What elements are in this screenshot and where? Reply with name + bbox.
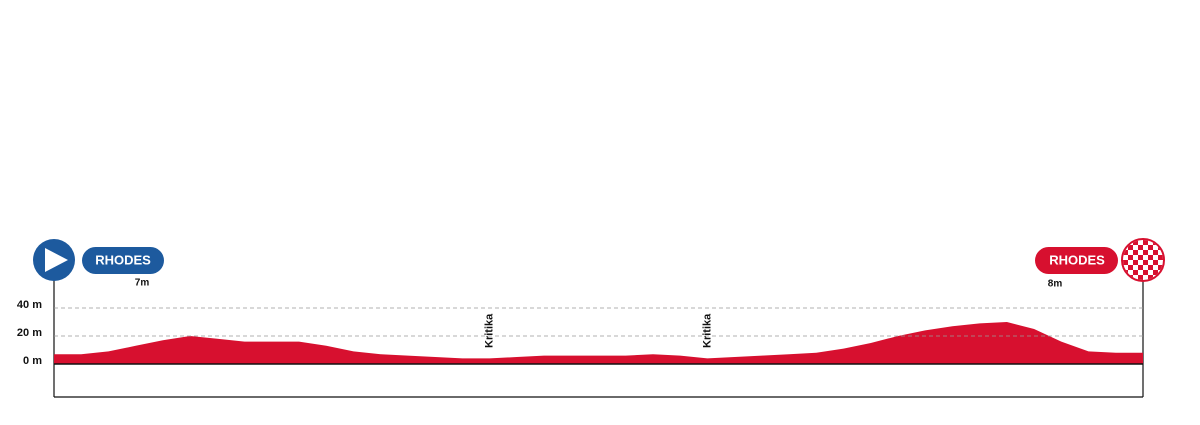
checker-square (1158, 275, 1163, 280)
checker-square (1143, 260, 1148, 265)
finish-pill (1035, 247, 1118, 274)
checker-square (1138, 265, 1143, 270)
checker-square (1143, 270, 1148, 275)
checker-square (1148, 265, 1153, 270)
checker-square (1143, 240, 1148, 245)
y-tick-label: 0 m (23, 355, 42, 367)
finish-elevation: 8m (1048, 279, 1063, 290)
y-tick-label: 20 m (17, 327, 42, 339)
checker-square (1158, 265, 1163, 270)
checker-square (1123, 250, 1128, 255)
checker-square (1128, 255, 1133, 260)
checker-square (1128, 265, 1133, 270)
checker-square (1128, 245, 1133, 250)
elevation-area (54, 322, 1143, 364)
start-label: RHODES (95, 252, 151, 267)
y-tick-label: 40 m (17, 299, 42, 311)
checker-square (1133, 250, 1138, 255)
start-arrow (45, 248, 68, 272)
frame (53, 280, 1144, 398)
checker-square (1133, 260, 1138, 265)
waypoint-label: Kritika (701, 313, 713, 348)
checker-square (1133, 240, 1138, 245)
checker-square (1138, 275, 1143, 280)
checker-square (1123, 260, 1128, 265)
finish-label: RHODES (1049, 252, 1105, 267)
start-pill (82, 247, 164, 274)
checker-square (1123, 240, 1128, 245)
checker-square (1153, 260, 1158, 265)
waypoint-label: Kritika (484, 313, 496, 348)
checker-square (1148, 275, 1153, 280)
checker-square (1138, 245, 1143, 250)
checker-square (1138, 255, 1143, 260)
checker-square (1153, 250, 1158, 255)
checker-square (1148, 245, 1153, 250)
checker-square (1143, 250, 1148, 255)
start-elevation: 7m (135, 278, 150, 289)
finish-checker (1123, 240, 1163, 280)
checker-square (1148, 255, 1153, 260)
checker-square (1133, 270, 1138, 275)
checker-square (1158, 255, 1163, 260)
checker-square (1153, 270, 1158, 275)
